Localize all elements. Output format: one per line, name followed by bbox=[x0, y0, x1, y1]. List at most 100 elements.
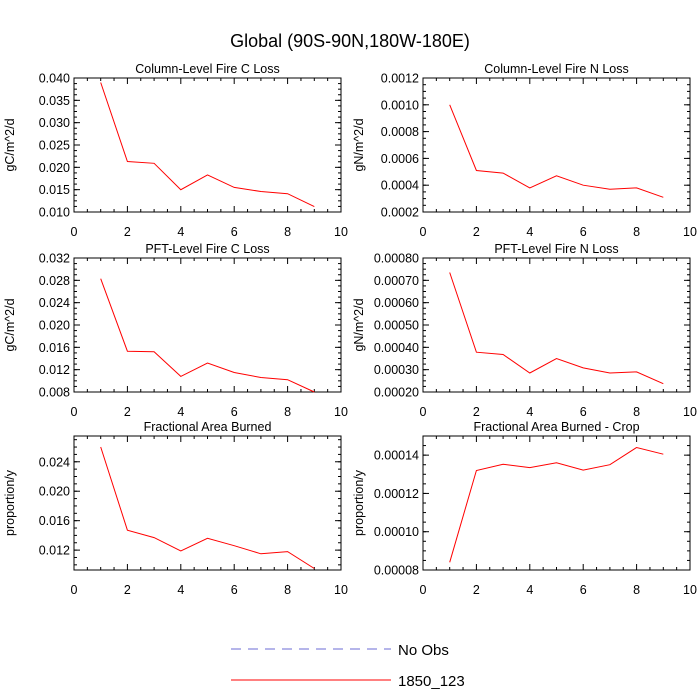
x-tick-label: 6 bbox=[231, 405, 238, 419]
chart-title: PFT-Level Fire N Loss bbox=[494, 242, 618, 256]
series-line-1850_123 bbox=[449, 104, 664, 198]
y-tick-label: 0.010 bbox=[39, 206, 70, 220]
chart-panel-6: Fractional Area Burned - Crop proportion/… bbox=[352, 420, 697, 597]
y-tick-label: 0.008 bbox=[39, 386, 70, 400]
x-tick-label: 8 bbox=[633, 225, 640, 239]
y-tick-label: 0.040 bbox=[39, 72, 70, 86]
x-tick-label: 4 bbox=[177, 405, 184, 419]
plot-frame bbox=[73, 77, 342, 213]
plot-frame bbox=[422, 257, 691, 393]
x-tick-label: 10 bbox=[334, 405, 348, 419]
chart-panel-3: PFT-Level Fire C Loss gC/m^2/d 0 2 4 6 8 10 0.00… bbox=[3, 242, 348, 419]
chart-title: Column-Level Fire C Loss bbox=[135, 62, 280, 76]
x-tick-label: 2 bbox=[473, 583, 480, 597]
series-line-1850_123 bbox=[449, 272, 664, 385]
plot-frame bbox=[73, 435, 342, 571]
x-tick-label: 0 bbox=[71, 583, 78, 597]
y-tick-label: 0.024 bbox=[39, 455, 70, 469]
chart-title: Column-Level Fire N Loss bbox=[484, 62, 629, 76]
y-tick-label: 0.0006 bbox=[381, 152, 419, 166]
y-axis-label: gC/m^2/d bbox=[3, 118, 17, 171]
y-tick-label: 0.020 bbox=[39, 485, 70, 499]
x-tick-label: 10 bbox=[334, 583, 348, 597]
x-tick-label: 10 bbox=[683, 225, 697, 239]
y-tick-label: 0.00060 bbox=[374, 296, 419, 310]
plot-frame bbox=[422, 77, 691, 213]
series-line-1850_123 bbox=[449, 446, 664, 563]
plot-frame bbox=[422, 435, 691, 571]
page-title: Global (90S-90N,180W-180E) bbox=[230, 31, 470, 51]
x-tick-label: 2 bbox=[124, 405, 131, 419]
x-tick-label: 6 bbox=[580, 583, 587, 597]
x-tick-label: 0 bbox=[71, 225, 78, 239]
y-tick-label: 0.020 bbox=[39, 161, 70, 175]
y-tick-label: 0.0004 bbox=[381, 179, 419, 193]
x-tick-label: 8 bbox=[633, 583, 640, 597]
y-tick-label: 0.00070 bbox=[374, 274, 419, 288]
x-tick-label: 8 bbox=[284, 583, 291, 597]
x-tick-label: 2 bbox=[473, 225, 480, 239]
x-tick-label: 4 bbox=[177, 225, 184, 239]
x-tick-label: 6 bbox=[231, 583, 238, 597]
x-tick-label: 4 bbox=[177, 583, 184, 597]
y-axis-label: gN/m^2/d bbox=[352, 118, 366, 171]
x-tick-label: 6 bbox=[580, 405, 587, 419]
plot-frame bbox=[73, 257, 342, 393]
x-tick-label: 4 bbox=[526, 225, 533, 239]
y-tick-label: 0.00080 bbox=[374, 252, 419, 266]
y-tick-label: 0.016 bbox=[39, 514, 70, 528]
y-tick-label: 0.00008 bbox=[374, 564, 419, 578]
chart-title: Fractional Area Burned - Crop bbox=[473, 420, 639, 434]
x-tick-label: 8 bbox=[633, 405, 640, 419]
y-tick-label: 0.012 bbox=[39, 363, 70, 377]
y-axis-label: gC/m^2/d bbox=[3, 298, 17, 351]
legend: No Obs 1850_123 bbox=[231, 642, 465, 690]
y-tick-label: 0.00012 bbox=[374, 487, 419, 501]
y-tick-label: 0.0002 bbox=[381, 206, 419, 220]
chart-title: PFT-Level Fire C Loss bbox=[145, 242, 269, 256]
y-tick-label: 0.024 bbox=[39, 296, 70, 310]
chart-panel-4: PFT-Level Fire N Loss gN/m^2/d 0 2 4 6 8 10 0.00… bbox=[352, 242, 697, 419]
legend-label-no-obs: No Obs bbox=[398, 642, 449, 659]
x-tick-label: 10 bbox=[334, 225, 348, 239]
y-tick-label: 0.0010 bbox=[381, 98, 419, 112]
x-tick-label: 2 bbox=[473, 405, 480, 419]
y-tick-label: 0.00020 bbox=[374, 386, 419, 400]
y-axis-label: proportion/y bbox=[3, 469, 17, 536]
y-tick-label: 0.00040 bbox=[374, 341, 419, 355]
chart-panel-2: Column-Level Fire N Loss gN/m^2/d 0 2 4 6 8 10 0… bbox=[352, 62, 697, 239]
y-tick-label: 0.030 bbox=[39, 116, 70, 130]
legend-label-1850-123: 1850_123 bbox=[398, 673, 465, 690]
x-tick-label: 6 bbox=[580, 225, 587, 239]
x-tick-label: 4 bbox=[526, 405, 533, 419]
series-line-1850_123 bbox=[100, 82, 315, 208]
chart-panels: Column-Level Fire C Loss gC/m^2/d 0 2 4 6 8 10 0… bbox=[3, 62, 697, 597]
y-tick-label: 0.025 bbox=[39, 139, 70, 153]
y-tick-label: 0.020 bbox=[39, 319, 70, 333]
x-tick-label: 4 bbox=[526, 583, 533, 597]
y-tick-label: 0.032 bbox=[39, 252, 70, 266]
x-tick-label: 2 bbox=[124, 225, 131, 239]
y-tick-label: 0.00010 bbox=[374, 525, 419, 539]
x-tick-label: 8 bbox=[284, 225, 291, 239]
y-tick-label: 0.0012 bbox=[381, 72, 419, 86]
x-tick-label: 6 bbox=[231, 225, 238, 239]
y-tick-label: 0.015 bbox=[39, 183, 70, 197]
x-tick-label: 10 bbox=[683, 405, 697, 419]
y-axis-label: proportion/y bbox=[352, 469, 366, 536]
x-tick-label: 0 bbox=[71, 405, 78, 419]
series-line-1850_123 bbox=[100, 446, 315, 569]
y-tick-label: 0.035 bbox=[39, 94, 70, 108]
x-tick-label: 2 bbox=[124, 583, 131, 597]
y-tick-label: 0.028 bbox=[39, 274, 70, 288]
x-tick-label: 8 bbox=[284, 405, 291, 419]
chart-title: Fractional Area Burned bbox=[144, 420, 272, 434]
x-tick-label: 10 bbox=[683, 583, 697, 597]
x-tick-label: 0 bbox=[420, 405, 427, 419]
x-tick-label: 0 bbox=[420, 583, 427, 597]
y-tick-label: 0.016 bbox=[39, 341, 70, 355]
y-axis-label: gN/m^2/d bbox=[352, 298, 366, 351]
y-tick-label: 0.00014 bbox=[374, 449, 419, 463]
y-tick-label: 0.0008 bbox=[381, 125, 419, 139]
